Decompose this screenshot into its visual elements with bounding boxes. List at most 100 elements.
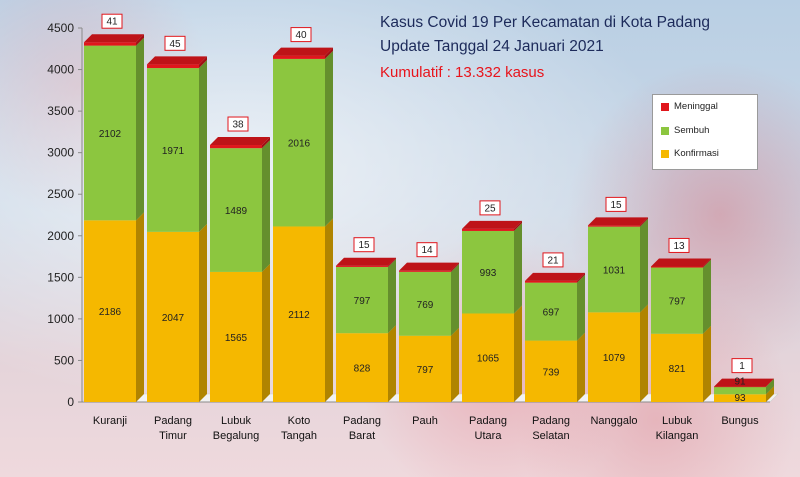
bar-side-meninggal: [451, 262, 459, 272]
bar-top-cap: [462, 220, 522, 229]
data-label-konfirmasi: 2112: [288, 310, 310, 321]
bar-segment-sembuh: [462, 230, 514, 314]
bar-side-konfirmasi: [514, 305, 522, 402]
bar-top-cap: [273, 47, 333, 56]
y-tick-label: 3500: [47, 104, 74, 118]
bar-segment-konfirmasi: [84, 220, 136, 402]
bar-segment-konfirmasi: [462, 313, 514, 402]
bar-segment-sembuh: [588, 226, 640, 313]
y-tick-label: 2500: [47, 187, 74, 201]
bar-top-cap: [210, 137, 270, 146]
legend-item-konfirmasi: Konfirmasi: [661, 148, 719, 162]
data-label-konfirmasi: 2186: [99, 307, 122, 318]
bar-top-cap: [714, 378, 774, 387]
bar-segment-konfirmasi: [525, 340, 577, 402]
bar-side-meninggal: [262, 137, 270, 149]
x-tick-label: Padang: [469, 415, 507, 427]
bar-segment-meninggal: [714, 386, 766, 388]
bar-top-cap: [147, 56, 207, 65]
data-label-sembuh: 2102: [99, 129, 122, 140]
data-label-konfirmasi: 828: [354, 364, 371, 375]
bar-top-cap: [525, 272, 585, 281]
bar-side-konfirmasi: [199, 223, 207, 402]
data-label-konfirmasi: 821: [669, 364, 686, 375]
data-label-box-meninggal: [290, 27, 312, 43]
bar-side-konfirmasi: [577, 332, 585, 402]
bar-side-sembuh: [703, 259, 711, 334]
bar-side-sembuh: [199, 60, 207, 232]
bar-side-sembuh: [451, 263, 459, 336]
bar-segment-meninggal: [210, 145, 262, 149]
data-label-meninggal: 40: [295, 30, 307, 41]
x-tick-label: Selatan: [532, 430, 569, 442]
data-label-box-meninggal: [101, 13, 123, 29]
legend-label: Konfirmasi: [674, 148, 719, 159]
bar-segment-meninggal: [588, 225, 640, 227]
bar-segment-sembuh: [399, 271, 451, 336]
bar-top-cap: [84, 34, 144, 43]
x-tick-label: Kuranji: [93, 415, 127, 427]
data-label-sembuh: 91: [734, 377, 746, 388]
legend-swatch-sembuh: [661, 126, 669, 135]
data-label-sembuh: 797: [669, 297, 686, 308]
x-tick-label: Timur: [159, 430, 187, 442]
data-label-meninggal: 14: [421, 245, 433, 256]
data-label-meninggal: 15: [358, 240, 370, 251]
data-label-konfirmasi: 797: [417, 365, 434, 376]
bar-segment-meninggal: [336, 265, 388, 267]
y-tick-label: 2000: [47, 229, 74, 243]
data-label-box-meninggal: [731, 358, 753, 374]
data-label-meninggal: 15: [610, 200, 622, 211]
bar-segment-sembuh: [84, 45, 136, 221]
x-tick-label: Begalung: [213, 430, 260, 442]
x-tick-label: Nanggalo: [590, 415, 637, 427]
bar-segment-sembuh: [147, 68, 199, 232]
x-tick-label: Utara: [475, 430, 503, 442]
bar-side-konfirmasi: [136, 212, 144, 402]
data-label-meninggal: 38: [232, 120, 244, 131]
cumulative-total: Kumulatif : 13.332 kasus: [380, 64, 545, 81]
bar-segment-meninggal: [525, 280, 577, 283]
bar-side-meninggal: [388, 257, 396, 267]
legend-item-sembuh: Sembuh: [661, 125, 709, 139]
data-label-konfirmasi: 2047: [162, 313, 185, 324]
bar-side-meninggal: [514, 220, 522, 231]
legend-item-meninggal: Meninggal: [661, 101, 718, 115]
data-label-box-meninggal: [353, 237, 375, 253]
bar-segment-konfirmasi: [336, 333, 388, 402]
bar-segment-meninggal: [84, 42, 136, 46]
data-label-meninggal: 21: [547, 255, 559, 266]
bar-side-konfirmasi: [325, 218, 333, 402]
legend-label: Meninggal: [674, 101, 718, 112]
data-label-box-meninggal: [227, 116, 249, 132]
bar-segment-konfirmasi: [273, 226, 325, 402]
bar-segment-sembuh: [651, 267, 703, 334]
bar-side-konfirmasi: [388, 325, 396, 402]
x-tick-label: Pauh: [412, 415, 438, 427]
chart-title-line1: Kasus Covid 19 Per Kecamatan di Kota Pad…: [380, 14, 711, 31]
x-tick-label: Bungus: [721, 415, 759, 427]
x-tick-label: Kilangan: [656, 430, 699, 442]
y-tick-label: 1500: [47, 270, 74, 284]
bar-top-cap: [651, 258, 711, 267]
bar-segment-konfirmasi: [147, 231, 199, 402]
bar-side-sembuh: [325, 50, 333, 227]
bar-side-meninggal: [766, 378, 774, 387]
bar-top-cap: [399, 262, 459, 271]
bar-side-konfirmasi: [766, 386, 774, 402]
y-tick-label: 1000: [47, 312, 74, 326]
x-tick-label: Lubuk: [662, 415, 692, 427]
data-label-konfirmasi: 1065: [477, 354, 500, 365]
data-label-sembuh: 1031: [603, 265, 626, 276]
data-label-sembuh: 797: [354, 296, 371, 307]
bar-side-sembuh: [388, 258, 396, 334]
bar-side-sembuh: [640, 218, 648, 313]
data-label-konfirmasi: 1565: [225, 333, 248, 344]
bar-segment-konfirmasi: [210, 271, 262, 402]
bar-side-konfirmasi: [703, 325, 711, 402]
bar-side-sembuh: [262, 140, 270, 272]
data-label-box-meninggal: [416, 242, 438, 258]
data-label-sembuh: 993: [480, 268, 497, 279]
bar-side-konfirmasi: [640, 304, 648, 402]
y-tick-label: 4500: [47, 21, 74, 35]
